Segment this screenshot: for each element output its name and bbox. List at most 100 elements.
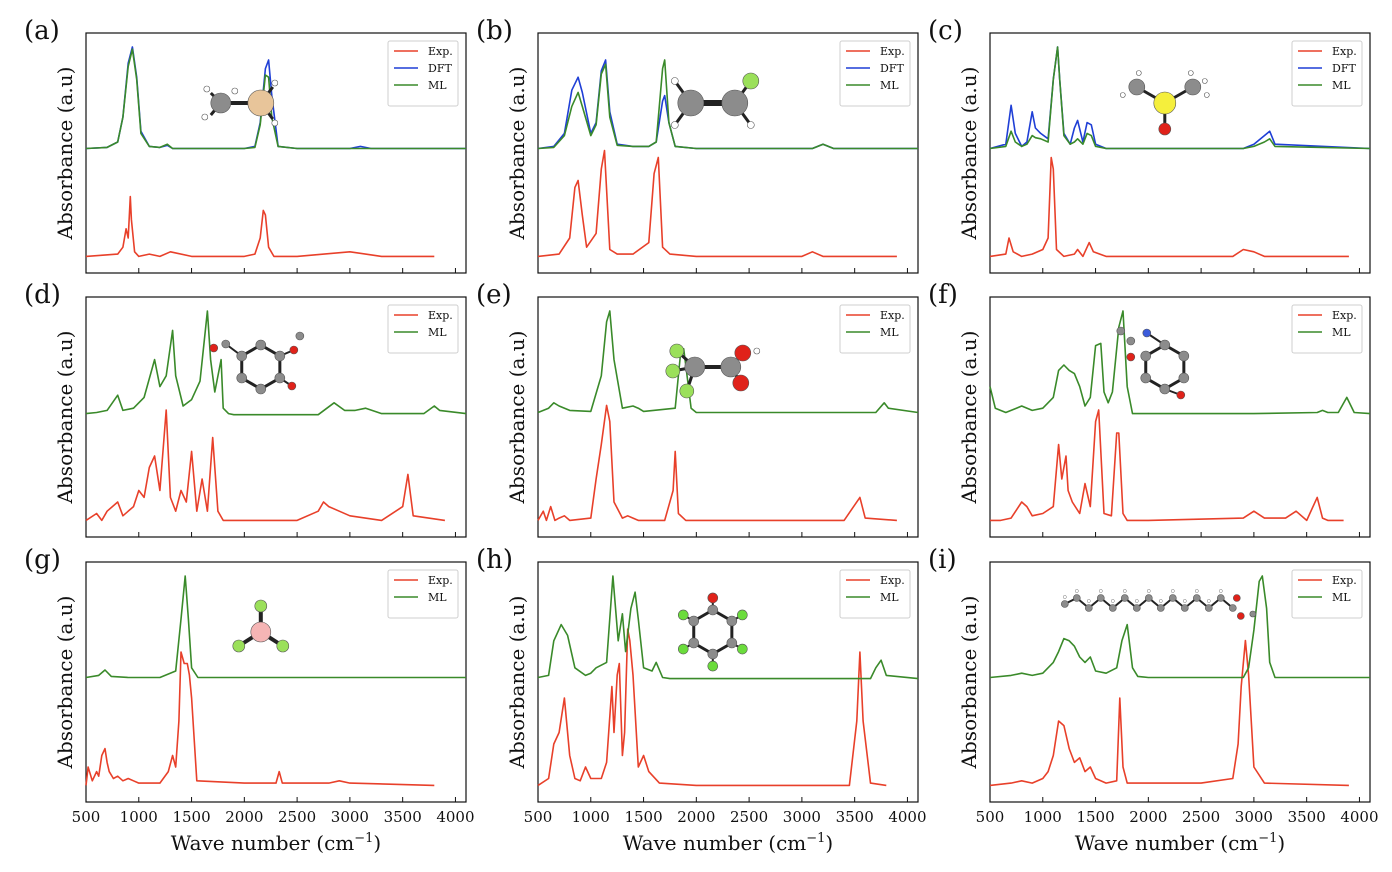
panel-label: (h)	[476, 545, 513, 575]
series-line-ml	[85, 310, 467, 416]
panel-f: (f) Absorbance (a.u) Exp. ML	[928, 280, 1371, 538]
panel-b: (b) Absorbance (a.u) Exp. DFT ML	[476, 16, 919, 274]
series-line-exp	[85, 409, 446, 522]
series-line-ml	[989, 310, 1371, 415]
series-line-ml	[989, 46, 1371, 150]
axes-frame	[537, 296, 919, 538]
x-tick-label: 500	[976, 808, 1005, 826]
panel-g: (g) Absorbance (a.u) 500 1000 1500 2000 2500 30…	[24, 545, 475, 855]
y-axis-label: Absorbance (a.u)	[53, 67, 77, 241]
y-axis-label: Absorbance (a.u)	[505, 331, 529, 505]
molecule-icon	[1061, 589, 1257, 620]
legend-label: ML	[428, 591, 447, 604]
legend-label: ML	[880, 591, 899, 604]
x-axis-label: Wave number (cm−1)	[623, 831, 833, 855]
legend-box	[839, 304, 911, 354]
panel-d: (d) Absorbance (a.u) Exp. ML	[24, 280, 467, 538]
x-tick-label: 1500	[624, 808, 662, 826]
series-line-ml	[537, 310, 919, 414]
panel-label: (a)	[24, 16, 60, 46]
axes-frame	[85, 296, 467, 538]
molecule-icon	[1116, 326, 1190, 400]
panel-label: (e)	[476, 280, 512, 310]
legend-box	[1291, 304, 1363, 354]
legend-label: Exp.	[428, 574, 453, 587]
y-axis-label: Absorbance (a.u)	[957, 331, 981, 505]
x-tick-label: 3000	[1235, 808, 1273, 826]
legend-label: Exp.	[880, 574, 905, 587]
y-axis-label: Absorbance (a.u)	[957, 596, 981, 770]
series-line-exp	[537, 404, 897, 522]
series-line-exp	[990, 409, 1344, 522]
x-tick-label: 3000	[331, 808, 369, 826]
axes-frame	[989, 296, 1371, 538]
panel-label: (b)	[476, 16, 513, 46]
molecule-icon	[677, 592, 748, 672]
legend-box	[387, 569, 459, 619]
x-tick-label: 2000	[225, 808, 263, 826]
series-line-exp	[537, 628, 887, 787]
series-line-exp	[85, 195, 435, 258]
panel-label: (c)	[928, 16, 963, 46]
series-line-exp	[989, 639, 1349, 787]
x-tick-label: 500	[524, 808, 553, 826]
x-axis-label: Wave number (cm−1)	[1075, 831, 1285, 855]
panel-i: (i)Absorbance (a.u) 500 1000 1500 2000 2500 30…	[928, 545, 1379, 855]
legend-label: ML	[428, 79, 447, 92]
y-axis-label: Absorbance (a.u)	[53, 331, 77, 505]
legend-label: Exp.	[1332, 574, 1357, 587]
x-tick-label: 1500	[172, 808, 210, 826]
legend-box	[839, 40, 911, 107]
legend-box	[387, 40, 459, 107]
x-tick-label: 1000	[1024, 808, 1062, 826]
molecule-icon	[665, 343, 761, 399]
panel-c: (c) Absorbance (a.u) Exp. DFT ML	[928, 16, 1371, 274]
x-tick-label: 1000	[120, 808, 158, 826]
series-line-exp	[989, 156, 1349, 258]
legend-box	[1291, 40, 1363, 107]
axes-frame	[537, 32, 919, 274]
x-tick-label: 3500	[836, 808, 874, 826]
x-tick-label: 4000	[888, 808, 926, 826]
x-tick-label: 2000	[1129, 808, 1167, 826]
legend-box	[1291, 569, 1363, 619]
panel-h: (h) Absorbance (a.u) 500 1000 1500 2000 2500 30…	[476, 545, 927, 855]
x-tick-label: 3500	[1288, 808, 1326, 826]
legend-label: Exp.	[880, 309, 905, 322]
series-line-exp	[85, 651, 435, 787]
x-tick-label: 2500	[1182, 808, 1220, 826]
legend-label: Exp.	[1332, 309, 1357, 322]
panel-a: (a) Absorbance (a.u) Exp. DFT ML	[24, 16, 467, 274]
molecule-icon	[670, 72, 760, 129]
y-axis-label: Absorbance (a.u)	[505, 596, 529, 770]
legend-label: Exp.	[880, 45, 905, 58]
x-axis-label: Wave number (cm−1)	[171, 831, 381, 855]
x-tick-label: 3000	[783, 808, 821, 826]
panel-label: (i)	[928, 545, 957, 575]
x-tick-label: 2500	[730, 808, 768, 826]
legend-label: ML	[428, 326, 447, 339]
y-axis-label: Absorbance (a.u)	[957, 67, 981, 241]
legend-label: Exp.	[1332, 45, 1357, 58]
panel-label: (f)	[928, 280, 958, 310]
legend-label: ML	[880, 326, 899, 339]
legend-label: DFT	[880, 62, 904, 75]
x-tick-label: 2000	[677, 808, 715, 826]
molecule-icon	[1120, 70, 1210, 136]
axes-frame	[85, 561, 467, 803]
legend-box	[839, 569, 911, 619]
x-tick-label: 1500	[1076, 808, 1114, 826]
axes-frame	[989, 561, 1371, 803]
axes-frame	[989, 32, 1371, 274]
panel-label: (g)	[24, 545, 61, 575]
panel-label: (d)	[24, 280, 61, 310]
legend-label: ML	[1332, 79, 1351, 92]
legend-label: ML	[1332, 591, 1351, 604]
x-tick-label: 500	[72, 808, 101, 826]
x-tick-label: 3500	[384, 808, 422, 826]
series-line-ml	[989, 575, 1370, 679]
legend-label: Exp.	[428, 45, 453, 58]
y-axis-label: Absorbance (a.u)	[505, 67, 529, 241]
series-line-ml	[537, 59, 918, 150]
